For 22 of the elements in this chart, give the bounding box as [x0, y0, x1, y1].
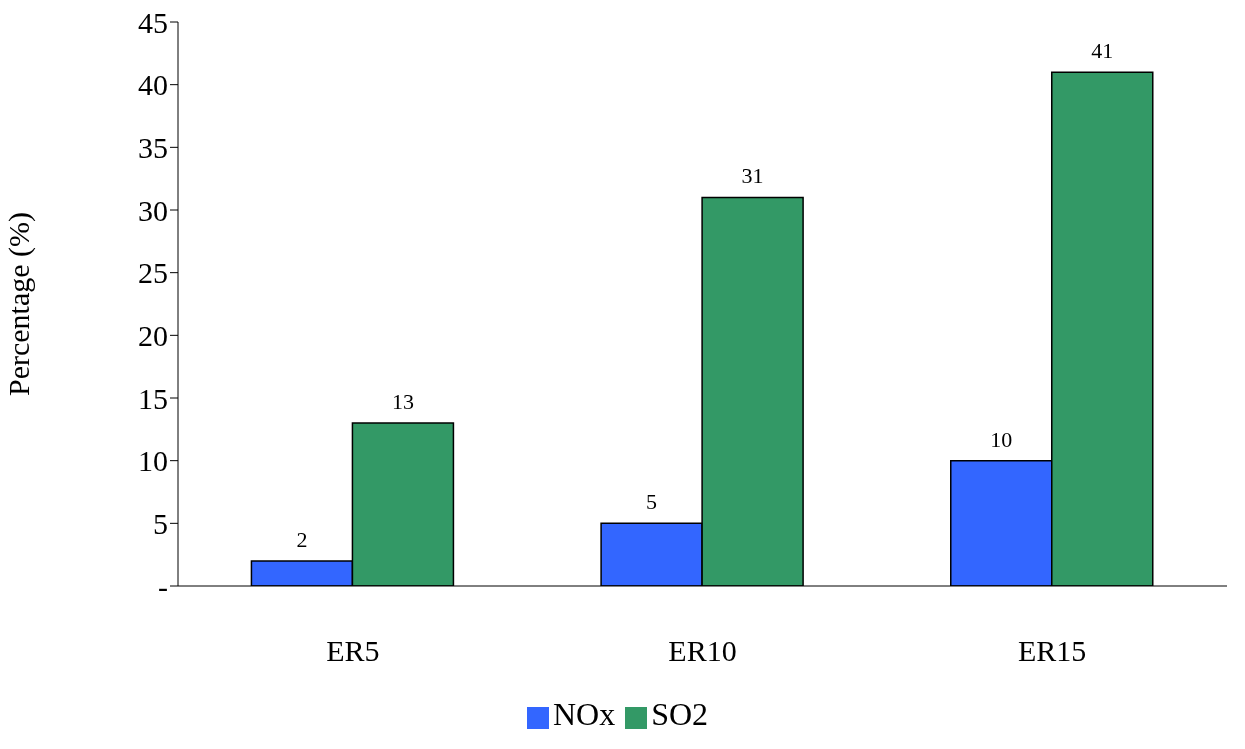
- legend-label: SO2: [651, 696, 709, 732]
- y-tick-label: 20: [138, 318, 168, 352]
- x-tick-label: ER15: [1017, 634, 1087, 668]
- data-label: 10: [990, 426, 1013, 452]
- data-label: 13: [391, 389, 414, 415]
- x-tick-label: ER5: [326, 634, 380, 668]
- y-tick-label: 5: [153, 506, 168, 540]
- x-tick-label: ER10: [668, 634, 737, 668]
- y-tick-label: 35: [138, 130, 168, 164]
- data-label: 31: [741, 163, 764, 189]
- y-tick-label: 25: [138, 256, 168, 290]
- y-tick-label: 45: [138, 5, 168, 39]
- y-axis-title: Percentage (%): [1, 211, 36, 397]
- y-tick-label: -: [158, 569, 168, 603]
- data-label: 41: [1091, 38, 1114, 64]
- legend-label: NOx: [552, 696, 616, 732]
- y-tick-label: 30: [138, 193, 168, 227]
- y-tick-label: 40: [138, 68, 168, 102]
- data-label: 5: [646, 489, 658, 515]
- y-tick-label: 15: [138, 381, 168, 415]
- y-tick-label: 10: [138, 444, 168, 478]
- data-label: 2: [296, 526, 308, 552]
